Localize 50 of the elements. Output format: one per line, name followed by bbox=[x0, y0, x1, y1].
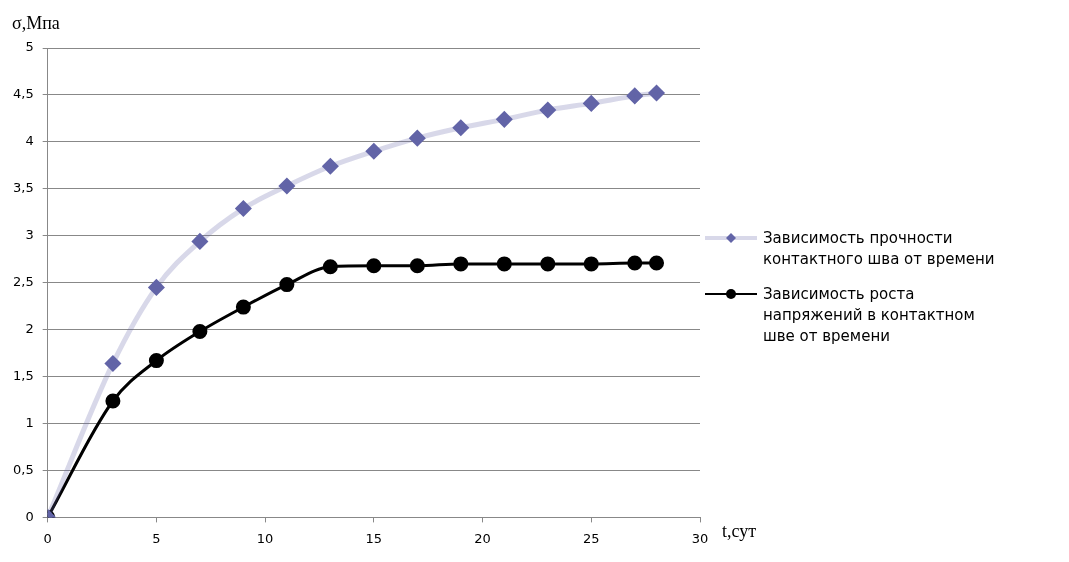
y-tick-label: 2 bbox=[25, 321, 34, 337]
point bbox=[322, 259, 338, 275]
x-tick-label: 10 bbox=[256, 530, 274, 546]
point bbox=[366, 143, 382, 159]
point bbox=[279, 277, 295, 293]
point bbox=[235, 299, 251, 315]
x-tick-label: 25 bbox=[583, 530, 600, 546]
point bbox=[540, 102, 556, 118]
y-tick-label: 1 bbox=[25, 414, 34, 430]
point bbox=[409, 258, 425, 274]
point bbox=[409, 130, 425, 146]
y-axis-title: σ,Мпа bbox=[12, 12, 60, 33]
y-tick-label: 3 bbox=[25, 227, 34, 243]
point bbox=[148, 279, 164, 295]
point bbox=[453, 120, 469, 136]
y-tick-label: 3,5 bbox=[12, 180, 34, 196]
x-tick-label: 30 bbox=[691, 530, 709, 546]
x-tick-label: 0 bbox=[43, 530, 52, 546]
point bbox=[496, 111, 512, 127]
point bbox=[583, 256, 599, 272]
y-tick-label: 0,5 bbox=[12, 461, 34, 477]
point bbox=[105, 355, 121, 371]
point bbox=[148, 353, 164, 369]
x-tick-label: 20 bbox=[474, 530, 491, 546]
point bbox=[540, 256, 556, 272]
point bbox=[627, 88, 643, 104]
point bbox=[649, 85, 665, 101]
legend-label: Зависимость прочности контактного шва от времени bbox=[763, 228, 996, 270]
y-tick-label: 5 bbox=[25, 39, 34, 55]
y-tick-label: 0 bbox=[25, 508, 34, 524]
point bbox=[627, 255, 643, 271]
point bbox=[496, 256, 512, 272]
x-tick-label: 15 bbox=[365, 530, 383, 546]
point bbox=[235, 201, 251, 217]
point bbox=[279, 178, 295, 194]
point bbox=[192, 324, 208, 340]
point bbox=[105, 393, 121, 409]
y-tick-label: 4,5 bbox=[12, 86, 34, 102]
point bbox=[322, 158, 338, 174]
y-tick-label: 2,5 bbox=[12, 274, 34, 290]
point bbox=[192, 233, 208, 249]
point bbox=[583, 95, 599, 111]
x-tick-label: 5 bbox=[152, 530, 161, 546]
y-tick-label: 4 bbox=[25, 133, 34, 149]
legend-label: Зависимость роста напряжений в контактном шве от времени bbox=[763, 284, 976, 347]
point bbox=[366, 258, 382, 274]
point bbox=[649, 255, 665, 271]
x-axis-title: t,сут bbox=[722, 521, 757, 542]
point bbox=[453, 256, 469, 272]
y-tick-label: 1,5 bbox=[12, 367, 34, 383]
